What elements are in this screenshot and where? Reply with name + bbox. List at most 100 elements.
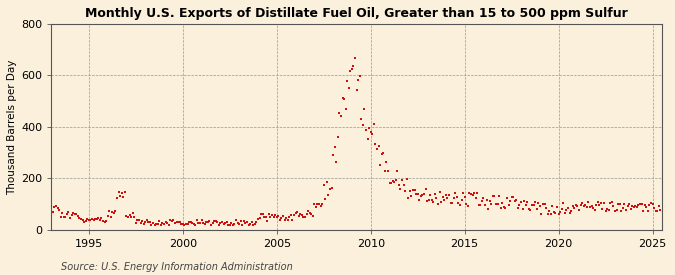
Point: [109, 211, 119, 215]
Point: [454, 203, 465, 207]
Point: [619, 202, 630, 206]
Point: [277, 214, 288, 218]
Point: [193, 221, 204, 226]
Point: [329, 145, 340, 149]
Point: [593, 200, 603, 204]
Point: [655, 208, 666, 212]
Point: [301, 211, 312, 216]
Point: [68, 211, 78, 215]
Point: [227, 222, 238, 227]
Point: [292, 210, 302, 214]
Point: [82, 217, 92, 221]
Point: [422, 199, 433, 203]
Point: [605, 200, 616, 205]
Point: [561, 207, 572, 212]
Point: [351, 88, 362, 92]
Point: [404, 189, 415, 194]
Point: [627, 204, 638, 208]
Point: [417, 193, 428, 198]
Point: [334, 111, 345, 115]
Point: [541, 206, 551, 211]
Point: [533, 200, 543, 205]
Point: [498, 205, 509, 210]
Point: [46, 204, 57, 208]
Y-axis label: Thousand Barrels per Day: Thousand Barrels per Day: [7, 59, 17, 194]
Point: [86, 217, 97, 222]
Point: [77, 218, 88, 222]
Point: [113, 190, 124, 194]
Point: [138, 222, 149, 226]
Point: [595, 201, 606, 205]
Point: [569, 206, 580, 211]
Point: [300, 215, 310, 219]
Point: [76, 217, 86, 221]
Point: [148, 221, 159, 226]
Point: [390, 178, 401, 182]
Point: [99, 220, 110, 224]
Point: [649, 206, 659, 211]
Point: [624, 202, 634, 206]
Point: [237, 222, 248, 227]
Point: [558, 201, 569, 205]
Point: [88, 218, 99, 222]
Point: [304, 210, 315, 215]
Point: [591, 203, 601, 207]
Point: [171, 220, 182, 224]
Point: [85, 218, 96, 222]
Point: [96, 216, 107, 220]
Point: [641, 205, 652, 209]
Point: [218, 221, 229, 226]
Point: [248, 223, 259, 227]
Point: [397, 177, 408, 182]
Point: [384, 181, 395, 185]
Point: [441, 193, 452, 197]
Point: [392, 168, 403, 173]
Point: [246, 219, 257, 224]
Point: [115, 194, 126, 199]
Point: [381, 160, 392, 164]
Point: [628, 205, 639, 209]
Point: [331, 160, 342, 164]
Point: [151, 221, 161, 226]
Point: [130, 221, 141, 226]
Point: [346, 67, 357, 71]
Point: [281, 215, 292, 220]
Point: [84, 218, 95, 222]
Point: [287, 218, 298, 222]
Point: [583, 200, 594, 205]
Point: [650, 209, 661, 213]
Point: [80, 219, 91, 223]
Point: [603, 208, 614, 212]
Point: [620, 208, 631, 212]
Point: [52, 206, 63, 210]
Point: [178, 221, 188, 226]
Point: [639, 203, 650, 207]
Point: [221, 219, 232, 224]
Point: [485, 199, 495, 204]
Point: [98, 219, 109, 223]
Point: [217, 220, 227, 224]
Point: [356, 117, 367, 122]
Point: [180, 221, 191, 226]
Point: [578, 204, 589, 208]
Point: [370, 142, 381, 146]
Point: [467, 193, 478, 197]
Point: [339, 97, 350, 101]
Point: [410, 192, 421, 196]
Point: [375, 163, 385, 168]
Point: [564, 211, 575, 216]
Point: [531, 207, 542, 211]
Point: [149, 223, 160, 227]
Point: [567, 204, 578, 209]
Point: [110, 209, 121, 213]
Point: [198, 221, 209, 225]
Point: [212, 220, 223, 224]
Point: [420, 187, 431, 191]
Point: [409, 187, 420, 192]
Point: [173, 220, 184, 225]
Point: [613, 202, 624, 206]
Point: [414, 197, 425, 202]
Point: [167, 219, 178, 223]
Point: [165, 218, 176, 223]
Point: [337, 96, 348, 100]
